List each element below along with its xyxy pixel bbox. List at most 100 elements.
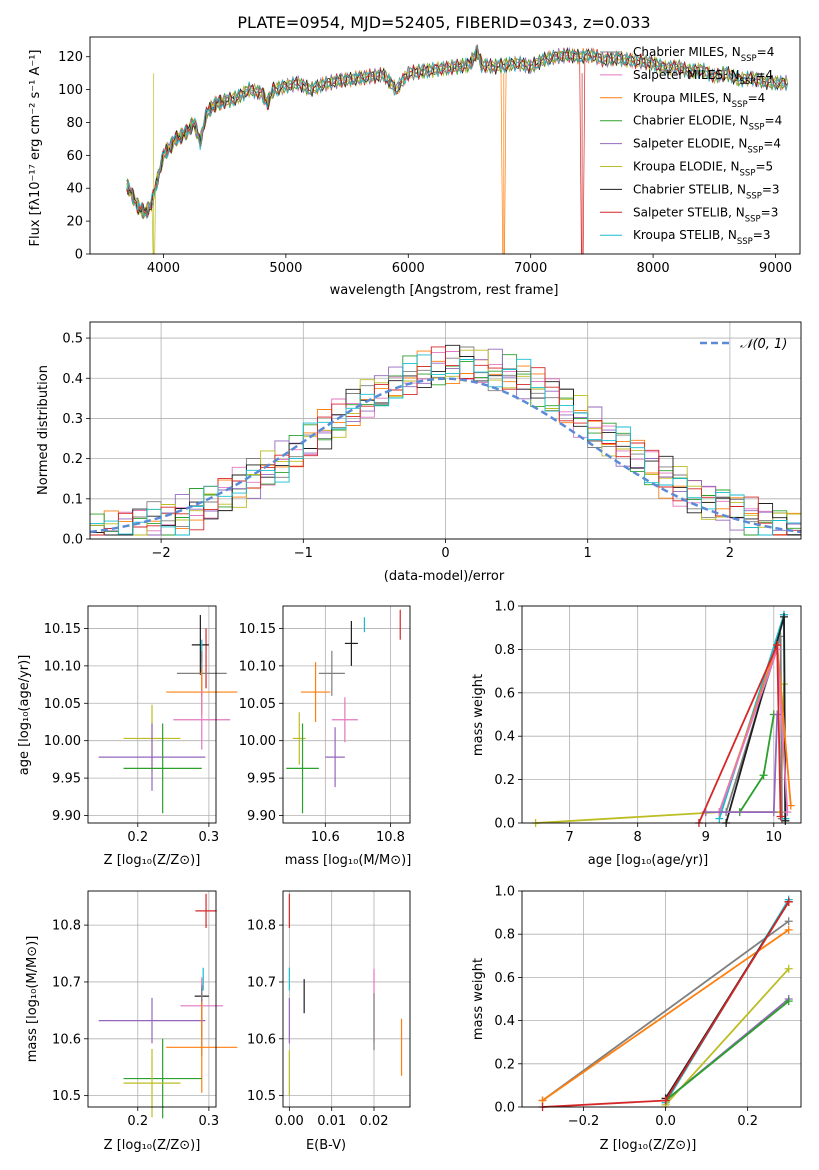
weight-series-line — [541, 920, 790, 1102]
x-tick-label: 9 — [702, 830, 710, 845]
mass-vs-extinction-panel: 0.00 0.01 0.02 10.5 10.6 10.7 10.8 E(B-V) — [247, 890, 411, 1153]
y-tick-label: 120 — [58, 50, 83, 65]
x-tick-label: 9000 — [759, 261, 792, 276]
x-tick-label: 1 — [584, 546, 592, 561]
y-tick-label: 10.10 — [44, 659, 81, 674]
x-tick-label: 8 — [634, 830, 642, 845]
plot-frame — [89, 321, 802, 540]
residuals-x-axis-label: (data-model)/error — [384, 569, 505, 584]
residual-histogram — [90, 346, 801, 536]
weight-marker — [661, 1096, 670, 1105]
y-tick-label: 10.00 — [44, 734, 81, 749]
weight-series-line — [664, 968, 790, 1106]
residual-histogram — [90, 354, 801, 536]
y-tick-label: 10.5 — [52, 1089, 81, 1104]
x-tick-label: 0 — [441, 546, 449, 561]
x-tick-label: 0.0 — [655, 1114, 676, 1129]
y-tick-label: 0.0 — [62, 533, 83, 548]
spectrum-series-line — [126, 44, 789, 255]
y-tick-label: 9.95 — [247, 772, 276, 787]
mass-z-y-axis-label: mass [log₁₀(M/M⊙)] — [25, 936, 40, 1063]
y-tick-label: 1.0 — [494, 600, 515, 615]
residual-histogram — [90, 354, 801, 536]
y-tick-label: 0.4 — [494, 1014, 515, 1029]
y-tick-label: 0.2 — [62, 452, 83, 467]
weight-marker — [784, 917, 793, 926]
weight-marker — [783, 808, 792, 817]
y-tick-label: 0.0 — [494, 1101, 515, 1116]
x-tick-label: 0.2 — [737, 1114, 758, 1129]
y-tick-label: 0.4 — [494, 730, 515, 745]
weights-age-x-axis-label: age [log₁₀(age/yr)] — [588, 853, 709, 868]
weight-marker — [773, 641, 782, 650]
weights-z-x-axis-label: Z [log₁₀(Z/Z⊙)] — [600, 1138, 697, 1153]
spectrum-x-axis-label: wavelength [Angstrom, rest frame] — [330, 283, 559, 298]
x-tick-label: 0.2 — [127, 830, 148, 845]
weight-marker — [773, 710, 782, 719]
y-tick-label: 10.6 — [247, 1032, 276, 1047]
y-tick-label: 0 — [75, 248, 83, 263]
weight-marker — [759, 771, 768, 780]
weight-marker — [776, 812, 785, 821]
y-tick-label: 0.8 — [494, 928, 515, 943]
y-tick-label: 10.05 — [44, 697, 81, 712]
age-vs-mass-panel: 10.6 10.8 9.90 9.95 10.00 10.05 10.10 10.15 mas… — [239, 605, 412, 868]
weight-marker — [784, 897, 793, 906]
y-tick-label: 10.5 — [247, 1089, 276, 1104]
age-vs-metallicity-panel: 0.2 0.3 9.90 9.95 10.00 10.05 10.10 10.15 Z [lo… — [17, 605, 238, 868]
y-tick-label: 0.6 — [494, 686, 515, 701]
weights-vs-age-panel: 7 8 9 10 0.0 0.2 0.4 0.6 0.8 1.0 age [log₁₀(age/y… — [471, 600, 802, 868]
y-tick-label: 9.90 — [52, 809, 81, 824]
mass-z-x-axis-label: Z [log₁₀(Z/Z⊙)] — [104, 1138, 201, 1153]
x-tick-label: 0.02 — [360, 1114, 389, 1129]
y-tick-label: 10.6 — [52, 1032, 81, 1047]
x-tick-label: 6000 — [392, 261, 425, 276]
y-tick-label: 0.2 — [494, 1057, 515, 1072]
y-tick-label: 10.8 — [247, 919, 276, 934]
normal-distribution-curve — [89, 377, 802, 534]
weight-marker — [769, 808, 778, 817]
x-tick-label: 5000 — [269, 261, 302, 276]
x-tick-label: 7000 — [514, 261, 547, 276]
y-tick-label: 10.10 — [239, 659, 276, 674]
plot-frame — [89, 36, 801, 255]
age-z-y-axis-label: age [log₁₀(age/yr)] — [17, 655, 32, 776]
x-tick-label: 0.3 — [199, 830, 220, 845]
plot-frame — [521, 890, 802, 1108]
spectrum-series-line — [126, 45, 789, 220]
y-tick-label: 0.5 — [62, 332, 83, 347]
plot-frame — [282, 605, 411, 824]
y-tick-label: 0.8 — [494, 643, 515, 658]
y-tick-label: 10.15 — [239, 622, 276, 637]
y-tick-label: 80 — [66, 116, 83, 131]
weight-marker — [781, 816, 790, 825]
weight-series-line — [665, 1000, 790, 1102]
y-tick-label: 10.15 — [44, 622, 81, 637]
x-tick-label: −0.2 — [568, 1114, 600, 1129]
weight-marker — [779, 612, 788, 621]
y-tick-label: 40 — [66, 182, 83, 197]
y-tick-label: 100 — [58, 83, 83, 98]
mass-vs-metallicity-panel: 0.2 0.3 10.5 10.6 10.7 10.8 Z [log₁₀(Z/Z⊙)] m… — [25, 890, 238, 1153]
y-tick-label: 0.0 — [494, 817, 515, 832]
residual-histogram — [90, 344, 801, 536]
weights-z-y-axis-label: mass weight — [471, 958, 486, 1040]
y-tick-label: 10.7 — [52, 975, 81, 990]
y-tick-label: 0.6 — [494, 971, 515, 986]
plot-frame — [87, 890, 217, 1108]
x-tick-label: 0.00 — [275, 1114, 304, 1129]
x-tick-label: −1 — [294, 546, 313, 561]
y-tick-label: 0.4 — [62, 372, 83, 387]
weight-marker — [784, 997, 793, 1006]
age-mass-x-axis-label: mass [log₁₀(M/M⊙)] — [285, 853, 412, 868]
x-tick-label: 2 — [726, 546, 734, 561]
weight-series-line — [541, 929, 790, 1102]
x-tick-label: 4000 — [147, 261, 180, 276]
y-tick-label: 1.0 — [494, 885, 515, 900]
weights-vs-metallicity-panel: −0.2 0.0 0.2 0.0 0.2 0.4 0.6 0.8 1.0 Z [log₁₀(Z/… — [471, 885, 802, 1153]
weight-marker — [784, 964, 793, 973]
y-tick-label: 10.8 — [52, 919, 81, 934]
x-tick-label: 0.2 — [127, 1114, 148, 1129]
x-tick-label: 10.6 — [311, 830, 340, 845]
